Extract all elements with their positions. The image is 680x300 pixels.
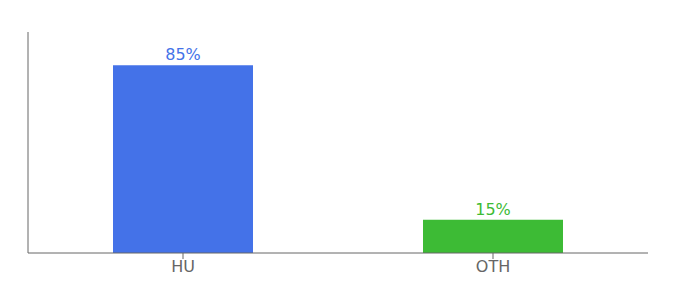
svg-text:85%: 85%: [165, 45, 201, 64]
svg-text:15%: 15%: [475, 200, 511, 219]
svg-text:OTH: OTH: [476, 257, 510, 276]
svg-text:HU: HU: [171, 257, 195, 276]
